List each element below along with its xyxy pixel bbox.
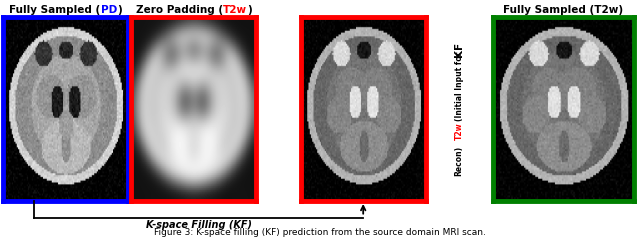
Text: Fully Sampled (: Fully Sampled (	[10, 5, 100, 15]
Text: ): )	[247, 5, 252, 15]
Text: Recon): Recon)	[454, 145, 464, 176]
Text: T2w: T2w	[223, 5, 247, 15]
Text: PD: PD	[100, 5, 117, 15]
Text: Figure 3: K-space filling (KF) prediction from the source domain MRI scan.: Figure 3: K-space filling (KF) predictio…	[154, 228, 486, 237]
Text: Fully Sampled (T2w): Fully Sampled (T2w)	[503, 5, 623, 15]
Text: (Initial Input for: (Initial Input for	[454, 52, 464, 121]
Text: KF: KF	[454, 42, 464, 57]
Text: K-space Filling (KF): K-space Filling (KF)	[146, 220, 252, 230]
Text: ): )	[117, 5, 122, 15]
Text: Zero Padding (: Zero Padding (	[136, 5, 223, 15]
Text: T2w: T2w	[454, 122, 464, 140]
